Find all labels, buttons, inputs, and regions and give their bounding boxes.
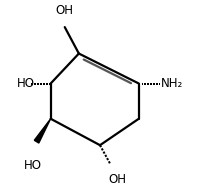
Text: NH₂: NH₂: [161, 77, 183, 90]
Text: HO: HO: [24, 159, 42, 172]
Text: HO: HO: [17, 77, 35, 90]
Polygon shape: [34, 119, 51, 143]
Text: OH: OH: [109, 173, 127, 186]
Text: OH: OH: [56, 4, 74, 17]
